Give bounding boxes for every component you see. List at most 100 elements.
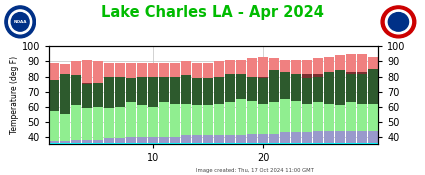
Bar bbox=[49, 141, 60, 144]
Bar bbox=[236, 135, 246, 144]
Bar bbox=[302, 102, 312, 132]
Bar bbox=[159, 63, 169, 80]
Bar bbox=[269, 71, 279, 102]
Bar bbox=[71, 140, 81, 144]
Bar bbox=[170, 104, 180, 137]
Bar bbox=[346, 72, 356, 102]
Bar bbox=[181, 80, 191, 107]
Bar bbox=[280, 72, 290, 99]
Bar bbox=[126, 102, 136, 137]
Bar bbox=[302, 132, 312, 144]
Bar bbox=[60, 84, 70, 111]
Bar bbox=[148, 137, 158, 144]
Bar bbox=[203, 105, 213, 135]
Bar bbox=[368, 72, 378, 101]
Bar bbox=[82, 140, 92, 144]
Bar bbox=[159, 102, 169, 137]
Bar bbox=[335, 74, 345, 102]
Bar bbox=[137, 105, 147, 137]
Bar bbox=[148, 80, 158, 108]
Bar bbox=[335, 55, 345, 74]
Bar bbox=[137, 137, 147, 144]
Bar bbox=[313, 58, 323, 74]
Bar bbox=[192, 135, 202, 144]
Bar bbox=[104, 110, 114, 138]
Bar bbox=[192, 78, 202, 107]
Bar bbox=[49, 111, 60, 141]
Bar bbox=[368, 131, 378, 144]
Bar bbox=[225, 76, 235, 105]
Bar bbox=[291, 101, 301, 132]
Bar bbox=[357, 54, 367, 72]
Bar bbox=[71, 75, 81, 105]
Bar bbox=[82, 110, 92, 140]
Bar bbox=[115, 138, 125, 144]
Circle shape bbox=[11, 13, 29, 31]
Bar bbox=[170, 76, 180, 104]
Bar bbox=[203, 135, 213, 144]
Bar bbox=[94, 110, 103, 140]
Bar bbox=[60, 111, 70, 141]
Bar bbox=[313, 102, 323, 131]
Bar bbox=[192, 105, 202, 135]
Bar bbox=[368, 57, 378, 72]
Bar bbox=[71, 83, 81, 111]
Bar bbox=[170, 107, 180, 137]
Bar bbox=[104, 138, 114, 144]
Bar bbox=[214, 61, 224, 78]
Circle shape bbox=[5, 6, 35, 38]
Bar bbox=[60, 64, 70, 84]
Bar bbox=[181, 107, 191, 135]
Bar bbox=[94, 61, 103, 83]
Bar bbox=[258, 78, 268, 104]
Bar bbox=[137, 81, 147, 108]
Bar bbox=[247, 105, 257, 134]
Bar bbox=[324, 57, 334, 74]
Bar bbox=[346, 131, 356, 144]
Bar bbox=[258, 76, 268, 104]
Bar bbox=[60, 114, 70, 141]
Bar bbox=[94, 140, 103, 144]
Bar bbox=[236, 99, 246, 135]
Bar bbox=[302, 60, 312, 74]
Bar bbox=[258, 104, 268, 134]
Bar bbox=[313, 76, 323, 102]
Bar bbox=[313, 102, 323, 131]
Bar bbox=[181, 135, 191, 144]
Bar bbox=[346, 102, 356, 131]
Bar bbox=[225, 135, 235, 144]
Bar bbox=[225, 105, 235, 135]
Bar bbox=[291, 60, 301, 75]
Bar bbox=[236, 76, 246, 105]
Bar bbox=[346, 102, 356, 131]
Bar bbox=[214, 78, 224, 105]
Bar bbox=[280, 132, 290, 144]
Bar bbox=[192, 107, 202, 135]
Bar bbox=[269, 102, 279, 134]
Bar bbox=[302, 74, 312, 102]
Bar bbox=[159, 76, 169, 102]
Bar bbox=[148, 107, 158, 137]
Bar bbox=[181, 104, 191, 135]
Bar bbox=[71, 111, 81, 140]
Bar bbox=[335, 71, 345, 105]
Circle shape bbox=[388, 13, 408, 31]
Bar bbox=[258, 104, 268, 134]
Bar bbox=[324, 102, 334, 131]
Bar bbox=[357, 104, 367, 131]
Bar bbox=[368, 101, 378, 131]
Bar bbox=[269, 58, 279, 75]
Bar bbox=[137, 108, 147, 137]
Bar bbox=[126, 63, 136, 81]
Bar bbox=[214, 105, 224, 135]
Bar bbox=[280, 104, 290, 132]
Bar bbox=[302, 104, 312, 132]
Bar bbox=[247, 76, 257, 101]
Bar bbox=[82, 84, 92, 108]
Bar bbox=[104, 108, 114, 138]
Text: NOAA: NOAA bbox=[14, 20, 27, 24]
Bar bbox=[280, 60, 290, 75]
Bar bbox=[115, 63, 125, 81]
Bar bbox=[236, 74, 246, 99]
Bar bbox=[60, 74, 70, 114]
